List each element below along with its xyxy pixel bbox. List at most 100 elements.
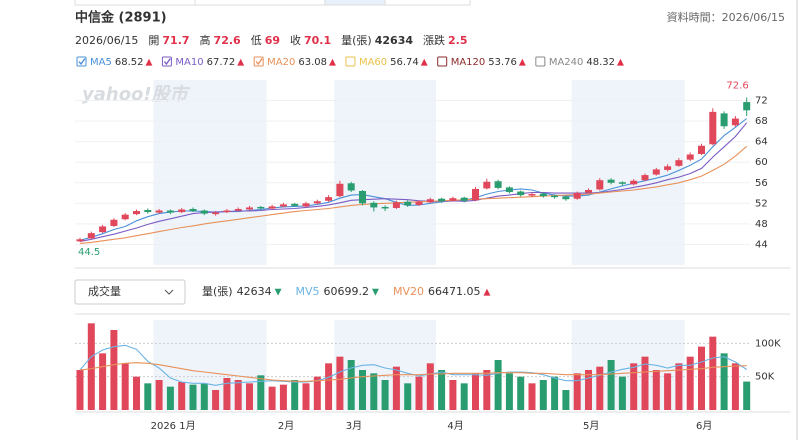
candle-body [562,196,570,200]
quote-value: 70.1 [304,34,331,47]
y-tick-label: 56 [755,178,768,189]
y-tick-label: 60 [755,157,768,168]
candle-body [494,181,502,188]
stock-title: 中信金 (2891) [75,10,167,26]
volume-bar [200,383,208,410]
ma-name: MA20 [267,57,295,68]
candle-body [573,193,581,199]
candle-body [212,212,220,215]
ma-name: MA120 [451,57,486,68]
candle-body [675,160,683,166]
volume-bar [166,386,174,410]
volume-bar [144,383,152,410]
ma-value: 67.72 [207,57,236,68]
candle-body [404,201,412,206]
volume-legend-name: 量(張) [202,285,233,298]
volume-bar [325,363,333,410]
tab[interactable] [324,0,386,6]
volume-bar [279,384,287,410]
candle-body [630,180,638,185]
candle-body [110,219,118,226]
ma-checkbox[interactable] [437,56,448,67]
candle-body [302,203,310,207]
candle-body [551,195,559,198]
ma-checkbox[interactable] [535,56,546,67]
candle-body [618,182,626,184]
volume-bar [189,384,197,410]
volume-legend-value: 42634 [237,285,272,298]
candle-body [539,193,547,197]
candle-body [426,199,434,203]
volume-bar [133,376,140,410]
candle-body [76,239,84,242]
x-tick-label: 2026 1月 [151,420,196,432]
candle-body [370,202,378,208]
y-tick-label: 72 [755,96,768,107]
candle-body [291,203,299,206]
candle-body [178,209,186,213]
volume-bar [178,382,186,410]
ma-checkbox[interactable] [345,56,356,67]
month-band [571,80,685,265]
candle-body [641,175,649,181]
volume-bar [87,323,95,410]
ma-arrow: ▲ [519,58,526,68]
ma-value: 56.74 [390,57,419,68]
volume-bar [494,360,502,410]
month-band [334,80,436,265]
candle-body [359,191,366,204]
y-tick-label: 52 [755,198,768,209]
candle-body [709,111,717,145]
ma-value: 48.32 [586,57,615,68]
volume-bar [449,380,457,410]
y-tick-label: 64 [755,137,768,148]
ma-name: MA5 [90,57,112,68]
volume-bar [686,356,694,410]
price-annotation: 44.5 [78,247,100,258]
tab[interactable] [384,0,471,6]
ma-arrow: ▲ [145,58,152,68]
ma-arrow: ▲ [237,58,244,68]
candle-body [166,210,174,213]
watermark: yahoo!股市 [82,84,191,105]
candle-body [698,145,705,154]
volume-bar [573,373,581,410]
x-tick-label: 4月 [447,420,463,432]
ma-value: 53.76 [488,57,517,68]
ma-name: MA10 [175,57,203,68]
candle-body [313,201,321,204]
dropdown-label: 成交量 [88,284,121,298]
volume-bar [392,366,400,410]
volume-legend-arrow: ▼ [372,288,379,298]
volume-bar [709,336,717,410]
volume-bar [630,363,638,410]
quote-value: 72.6 [214,34,241,47]
quote-label: 開 [148,34,159,47]
candle-body [517,191,525,196]
volume-bar [404,383,412,410]
volume-legend-arrow: ▼ [275,288,282,298]
candle-body [686,154,694,160]
ma-arrow: ▲ [617,58,624,68]
quote-label: 低 [251,34,262,47]
y-tick-label: 48 [755,219,768,230]
ma-arrow: ▲ [421,58,428,68]
volume-bar [99,353,107,410]
indicator-dropdown[interactable] [74,279,186,305]
month-band [153,80,267,265]
quote-value: 71.7 [162,34,189,47]
ma-line [79,122,748,242]
candle-body [325,197,333,201]
x-tick-label: 5月 [583,420,599,432]
candle-body [415,201,423,205]
volume-bar [291,380,299,410]
candle-body [223,210,231,213]
volume-legend-name: MV20 [393,285,424,298]
quote-label: 量(張) [341,34,372,47]
candle-body [505,187,513,193]
quote-value: 42634 [375,34,414,47]
volume-bar [698,346,705,410]
volume-bar [336,356,344,410]
candle-body [438,198,446,202]
candle-body [731,118,739,126]
